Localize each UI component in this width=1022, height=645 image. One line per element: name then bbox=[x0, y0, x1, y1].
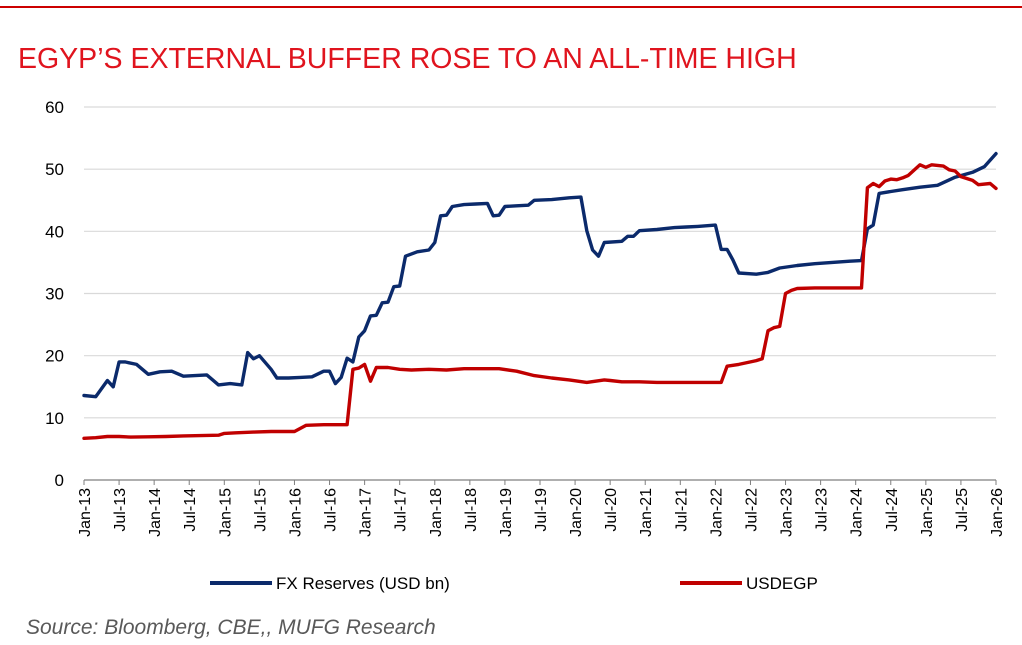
chart-title: EGYP’S EXTERNAL BUFFER ROSE TO AN ALL-TI… bbox=[18, 43, 797, 75]
x-tick-label: Jul-25 bbox=[954, 488, 971, 532]
gridlines bbox=[84, 106, 996, 419]
x-tick-label: Jul-23 bbox=[814, 488, 831, 532]
y-tick-label: 10 bbox=[45, 409, 64, 428]
legend: FX Reserves (USD bn) USDEGP bbox=[210, 574, 818, 593]
y-tick-label: 20 bbox=[45, 347, 64, 366]
legend-label-usdegp: USDEGP bbox=[746, 574, 818, 593]
x-tick-label: Jan-21 bbox=[638, 488, 655, 537]
x-tick-label: Jul-20 bbox=[603, 488, 620, 532]
y-tick-label: 60 bbox=[45, 98, 64, 117]
x-axis: Jan-13 Jul-13 Jan-14 Jul-14 Jan-15 Jul-15 Jan-… bbox=[77, 479, 1006, 537]
series-line-usdegp bbox=[82, 163, 998, 440]
x-tick-label: Jul-13 bbox=[112, 488, 129, 532]
x-tick-label: Jul-21 bbox=[673, 488, 690, 532]
source-note: Source: Bloomberg, CBE,, MUFG Research bbox=[26, 616, 436, 639]
x-tick-label: Jan-15 bbox=[217, 488, 234, 537]
x-tick-label: Jan-25 bbox=[919, 488, 936, 537]
x-tick-label: Jan-26 bbox=[989, 488, 1006, 537]
x-tick-label: Jul-24 bbox=[884, 488, 901, 532]
y-tick-label: 50 bbox=[45, 160, 64, 179]
y-tick-label: 0 bbox=[55, 471, 64, 490]
x-tick-label: Jan-14 bbox=[147, 488, 164, 537]
x-tick-label: Jan-24 bbox=[849, 488, 866, 537]
x-tick-label: Jul-16 bbox=[323, 488, 340, 532]
series-lines bbox=[82, 151, 998, 440]
x-tick-label: Jan-18 bbox=[428, 488, 445, 537]
x-tick-label: Jan-19 bbox=[498, 488, 515, 537]
x-tick-label: Jan-13 bbox=[77, 488, 94, 537]
x-tick-label: Jan-20 bbox=[568, 488, 585, 537]
series-line-fx-reserves bbox=[82, 151, 998, 399]
x-tick-label: Jan-17 bbox=[358, 488, 375, 537]
x-tick-label: Jul-22 bbox=[743, 488, 760, 532]
x-tick-label: Jul-15 bbox=[252, 488, 269, 532]
top-rule bbox=[0, 6, 1022, 8]
x-tick-label: Jul-17 bbox=[393, 488, 410, 532]
x-tick-label: Jul-14 bbox=[182, 488, 199, 532]
x-tick-label: Jul-18 bbox=[463, 488, 480, 532]
x-tick-label: Jul-19 bbox=[533, 488, 550, 532]
y-tick-label: 30 bbox=[45, 285, 64, 304]
legend-label-fx-reserves: FX Reserves (USD bn) bbox=[276, 574, 450, 593]
y-tick-label: 40 bbox=[45, 222, 64, 241]
x-tick-label: Jan-23 bbox=[779, 488, 796, 537]
x-tick-label: Jan-22 bbox=[708, 488, 725, 537]
x-tick-label: Jan-16 bbox=[287, 488, 304, 537]
y-axis-tick-labels: 0 10 20 30 40 50 60 bbox=[45, 98, 64, 490]
